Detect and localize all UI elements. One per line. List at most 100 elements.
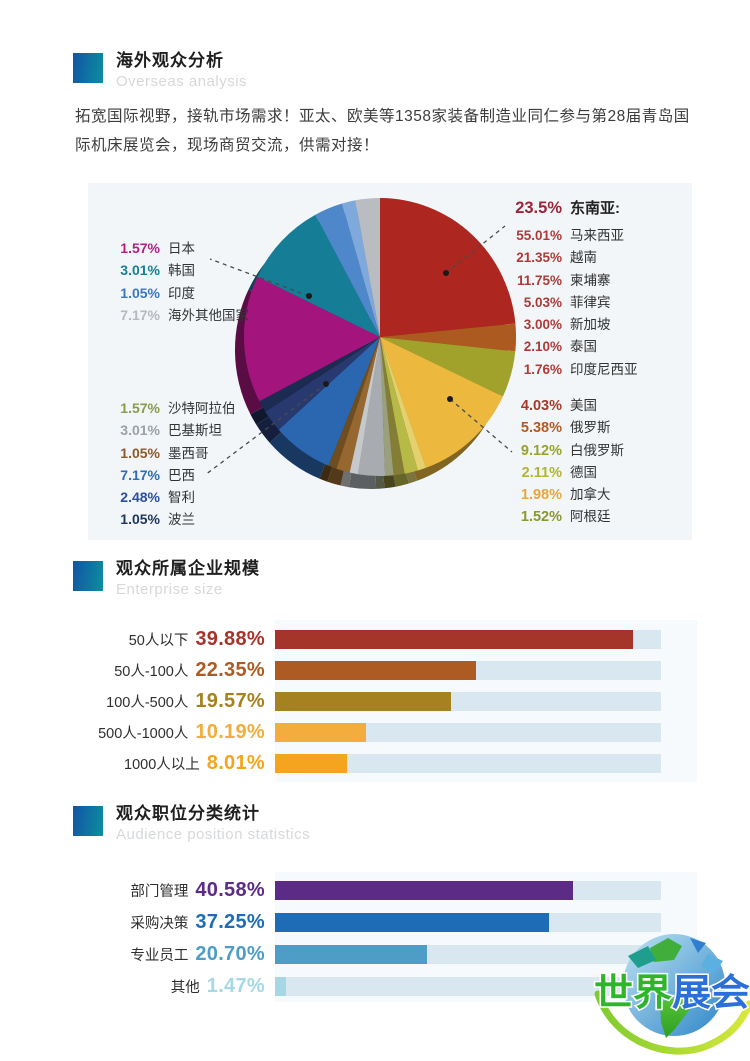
- bar-percent: 19.57%: [195, 689, 265, 712]
- globe-swoosh: [594, 990, 750, 1055]
- legend-label: 新加坡: [570, 317, 611, 333]
- legend-percent: 4.03%: [520, 398, 562, 414]
- legend-label: 泰国: [570, 339, 597, 355]
- legend-label: 柬埔寨: [570, 272, 611, 288]
- bar-track: [275, 976, 661, 996]
- legend-percent: 21.35%: [516, 250, 562, 266]
- overseas-description: 拓宽国际视野，接轨市场需求！亚太、欧美等1358家装备制造业同仁参与第28届青岛…: [75, 108, 690, 154]
- legend-label: 沙特阿拉伯: [168, 401, 236, 416]
- bar-percent: 37.25%: [195, 910, 265, 933]
- section-subtitle: Overseas analysis: [116, 73, 248, 91]
- legend-label: 白俄罗斯: [570, 442, 624, 458]
- bar-row: 100人-500人 19.57%: [60, 690, 690, 712]
- legend-label: 韩国: [168, 263, 195, 279]
- bar-fill: [275, 660, 476, 680]
- bar-fill: [275, 629, 633, 649]
- legend-percent: 1.05%: [120, 444, 160, 461]
- legend-percent: 5.38%: [520, 420, 562, 437]
- bar-track: [275, 880, 661, 900]
- globe-continents: [628, 938, 723, 1038]
- legend-label: 美国: [570, 398, 597, 413]
- bar-row: 其他 1.47%: [60, 975, 690, 997]
- legend-percent: 11.75%: [516, 272, 562, 288]
- legend-label: 波兰: [168, 512, 195, 528]
- section-header-overseas: 海外观众分析 Overseas analysis: [73, 50, 247, 90]
- bar-category: 50人以下: [128, 632, 189, 649]
- bar-fill: [275, 912, 549, 932]
- watermark-text: 世界 展会: [594, 972, 750, 1013]
- bar-row: 500人-1000人 10.19%: [60, 721, 690, 743]
- bar-percent: 40.58%: [195, 878, 265, 901]
- section-accent-square: [73, 806, 103, 836]
- legend-percent: 1.76%: [523, 361, 562, 377]
- bar-fill: [275, 880, 574, 900]
- bar-category: 采购决策: [130, 915, 189, 932]
- bar-category: 专业员工: [130, 947, 189, 964]
- legend-label: 印度: [168, 285, 195, 301]
- bar-percent: 20.70%: [195, 942, 265, 965]
- bar-fill: [275, 691, 451, 711]
- bar-track: [275, 691, 661, 711]
- bar-row: 专业员工 20.70%: [60, 943, 690, 965]
- legend-label: 加拿大: [570, 487, 611, 503]
- legend-percent: 2.48%: [120, 489, 160, 506]
- bar-category: 50人-100人: [114, 663, 189, 680]
- bar-track: [275, 753, 661, 773]
- bar-fill: [275, 976, 286, 996]
- legend-label: 巴西: [168, 467, 195, 483]
- legend-percent: 1.57%: [120, 240, 160, 256]
- section-subtitle: Audience position statistics: [116, 826, 311, 844]
- globe-logo-svg: 世界 展会: [593, 934, 750, 1055]
- bar-percent: 8.01%: [206, 751, 265, 774]
- bar-track: [275, 944, 661, 964]
- legend-label: 菲律宾: [570, 294, 611, 310]
- legend-label: 马来西亚: [570, 228, 624, 243]
- section-subtitle: Enterprise size: [116, 581, 223, 599]
- legend-percent: 1.57%: [120, 400, 160, 416]
- section-accent-square: [73, 53, 103, 83]
- bar-track: [275, 722, 661, 742]
- section-title: 海外观众分析: [116, 51, 224, 70]
- bar-row: 50人以下 39.88%: [60, 628, 690, 650]
- bar-track: [275, 660, 661, 680]
- legend-percent: 1.05%: [120, 284, 160, 301]
- section-accent-square: [73, 561, 103, 591]
- bar-fill: [275, 944, 428, 964]
- legend-top-left: 1.57% 日本 3.01% 韩国 1.05% 印度 7.17% 海外其他国家: [106, 237, 249, 326]
- bar-percent: 1.47%: [206, 974, 265, 997]
- bar-category: 1000人以上: [124, 756, 200, 773]
- legend-percent: 1.52%: [520, 509, 562, 526]
- legend-percent: 7.17%: [120, 466, 160, 483]
- legend-label: 巴基斯坦: [168, 423, 222, 439]
- legend-top-right: 23.5% 东南亚: 55.01% 马来西亚 21.35% 越南 11.75% 柬埔寨 …: [508, 197, 637, 380]
- legend-label: 俄罗斯: [570, 420, 611, 436]
- section-title: 观众所属企业规模: [116, 559, 260, 578]
- legend-percent: 7.17%: [120, 306, 160, 323]
- bar-track: [275, 912, 661, 932]
- section-title: 观众职位分类统计: [116, 804, 260, 823]
- section-header-position: 观众职位分类统计 Audience position statistics: [73, 803, 310, 843]
- bar-percent: 10.19%: [195, 720, 265, 743]
- legend-percent: 1.05%: [120, 511, 160, 528]
- bar-fill: [275, 753, 347, 773]
- section-header-enterprise: 观众所属企业规模 Enterprise size: [73, 558, 260, 598]
- legend-label: 东南亚:: [570, 200, 620, 217]
- bar-row: 1000人以上 8.01%: [60, 752, 690, 774]
- legend-label: 海外其他国家: [168, 307, 249, 323]
- legend-label: 越南: [570, 250, 597, 266]
- pie-slices-layer: [243, 198, 517, 477]
- bar-track: [275, 629, 661, 649]
- bar-category: 其他: [170, 979, 200, 996]
- legend-percent: 55.01%: [516, 228, 562, 243]
- globe-logo: 世界 展会: [590, 926, 750, 1061]
- legend-percent: 3.00%: [523, 317, 562, 333]
- bar-category: 100人-500人: [106, 694, 189, 711]
- bar-row: 部门管理 40.58%: [60, 879, 690, 901]
- legend-percent: 23.5%: [515, 199, 562, 217]
- legend-label: 智利: [168, 490, 195, 506]
- leader-lines: [204, 225, 513, 476]
- overseas-pie-chart: [204, 198, 517, 490]
- legend-label: 墨西哥: [168, 445, 209, 461]
- legend-percent: 3.01%: [120, 422, 160, 439]
- legend-label: 德国: [570, 464, 597, 480]
